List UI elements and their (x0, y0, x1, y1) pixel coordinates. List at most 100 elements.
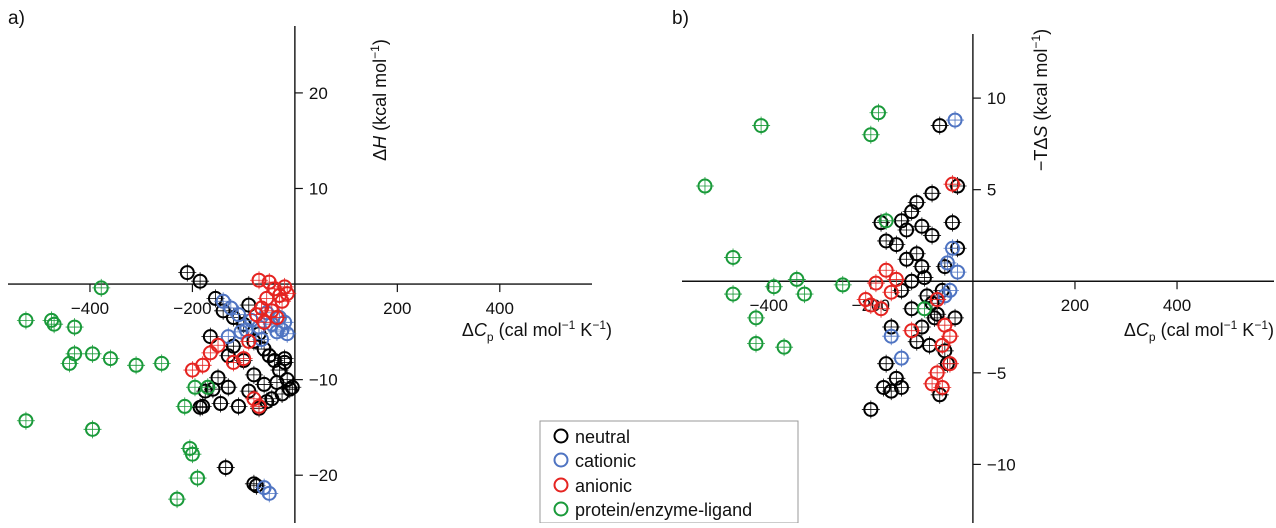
data-point (200, 379, 216, 395)
series-anionic (183, 271, 297, 416)
y-tick-label: −10 (987, 455, 1016, 474)
x-tick-label: 200 (1061, 296, 1089, 315)
data-point (251, 398, 267, 414)
data-point (873, 301, 889, 317)
data-point (274, 293, 290, 309)
data-point (939, 255, 955, 271)
data-point (916, 301, 932, 317)
y-tick-label: 5 (987, 181, 996, 200)
data-point (934, 337, 950, 353)
y-axis-title: ΔH (kcal mol−1) (368, 39, 390, 161)
data-point (697, 178, 713, 194)
data-point (748, 310, 764, 326)
data-point (924, 227, 940, 243)
data-point (231, 398, 247, 414)
legend-label-protein: protein/enzyme-ligand (575, 500, 752, 520)
data-point (67, 319, 83, 335)
data-point (277, 351, 293, 367)
data-point (220, 329, 236, 345)
data-point (184, 446, 200, 462)
data-point (766, 279, 782, 295)
data-point (863, 297, 879, 313)
data-point (256, 314, 272, 330)
data-point (248, 478, 264, 494)
data-point (46, 316, 62, 332)
data-point (942, 356, 958, 372)
data-point (878, 356, 894, 372)
data-point (284, 379, 300, 395)
data-point (190, 470, 206, 486)
legend-item-cationic: cationic (553, 451, 636, 471)
data-point (904, 204, 920, 220)
data-point (184, 362, 200, 378)
data-point (893, 350, 909, 366)
x-axis-title: ΔCp (cal mol−1 K−1) (462, 318, 612, 344)
data-point (236, 351, 252, 367)
data-point (950, 264, 966, 280)
legend-marker-cationic (553, 452, 569, 468)
y-tick-label: 20 (309, 84, 328, 103)
data-point (220, 379, 236, 395)
y-axis-title: −TΔS (kcal mol−1) (1029, 29, 1051, 171)
data-point (899, 222, 915, 238)
data-point (67, 346, 83, 362)
legend-label-anionic: anionic (575, 476, 632, 496)
x-tick-label: 200 (383, 299, 411, 318)
data-point (210, 337, 226, 353)
series-anionic (856, 175, 962, 397)
data-point (914, 218, 930, 234)
data-point (888, 271, 904, 287)
data-point (85, 346, 101, 362)
data-point (169, 491, 185, 507)
y-tick-label: 10 (309, 179, 328, 198)
series-cationic (214, 292, 297, 503)
data-point (947, 112, 963, 128)
data-point (269, 310, 285, 326)
data-point (893, 379, 909, 395)
legend-label-cationic: cationic (575, 451, 636, 471)
data-point (218, 460, 234, 476)
data-point (279, 286, 295, 302)
data-point (202, 329, 218, 345)
data-point (93, 280, 109, 296)
x-tick-label: −200 (173, 299, 211, 318)
data-point (914, 259, 930, 275)
x-tick-label: −400 (71, 299, 109, 318)
data-point (233, 324, 249, 340)
data-point (934, 379, 950, 395)
data-point (863, 401, 879, 417)
data-point (899, 251, 915, 267)
data-point (914, 319, 930, 335)
data-point (279, 326, 295, 342)
x-tick-label: 400 (1163, 296, 1191, 315)
data-point (192, 273, 208, 289)
panel-label: a) (8, 8, 25, 29)
data-point (878, 233, 894, 249)
data-point (261, 348, 277, 364)
panel-a: a) −400 −200 200 400 20 10 −10 −20 ΔCp (cal mol−1… (8, 8, 612, 523)
data-point (878, 262, 894, 278)
y-tick-label: −10 (309, 371, 338, 390)
data-point (924, 376, 940, 392)
data-point (835, 277, 851, 293)
data-point (18, 413, 34, 429)
data-point (225, 354, 241, 370)
data-point (932, 387, 948, 403)
data-point (192, 399, 208, 415)
data-point (231, 307, 247, 323)
data-point (261, 485, 277, 501)
data-point (937, 288, 953, 304)
y-tick-label: −20 (309, 466, 338, 485)
legend-item-neutral: neutral (553, 427, 630, 447)
data-point (888, 237, 904, 253)
data-point (929, 292, 945, 308)
data-point (251, 272, 267, 288)
data-point (863, 127, 879, 143)
data-point (154, 355, 170, 371)
data-point (246, 476, 262, 492)
data-point (725, 286, 741, 302)
y-tick-label: 10 (987, 89, 1006, 108)
panel-label: b) (672, 8, 689, 29)
